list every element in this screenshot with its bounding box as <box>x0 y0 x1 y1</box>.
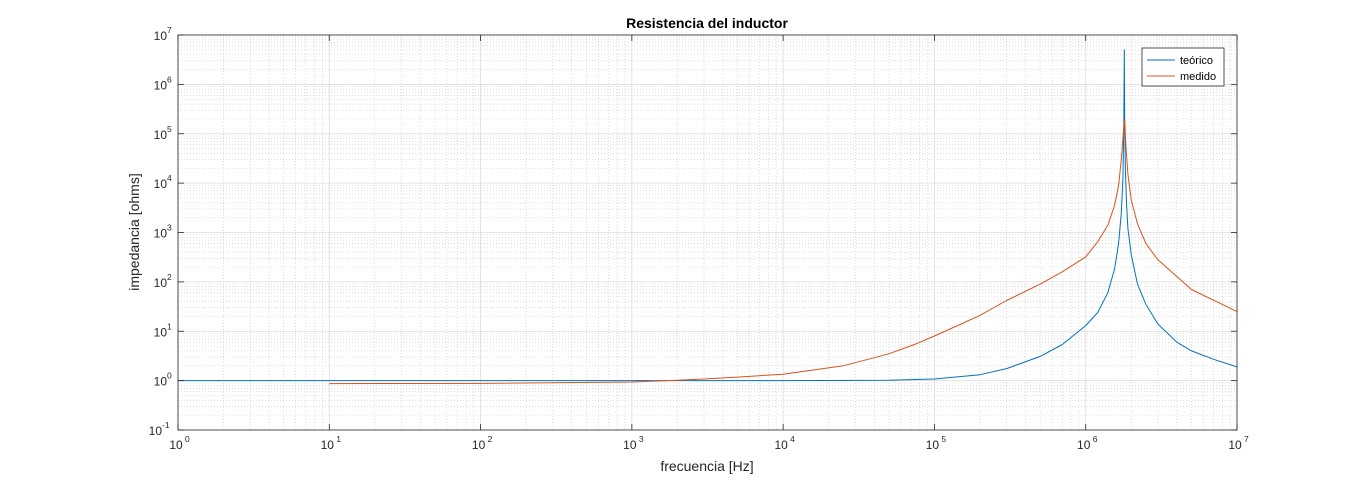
x-tick-exponent: 1 <box>336 434 341 444</box>
plot-box <box>177 34 1238 431</box>
y-axis-label: impedancia [ohms] <box>126 173 142 291</box>
y-tick-exponent: 4 <box>167 173 172 183</box>
y-tick-label: 10 <box>154 78 168 92</box>
legend-label-teorico: teórico <box>1180 55 1213 67</box>
series-line-teorico <box>178 49 1238 382</box>
x-tick-label: 10 <box>169 438 183 452</box>
x-tick-exponent: 2 <box>488 434 493 444</box>
y-tick-exponent: 2 <box>167 272 172 282</box>
chart-title: Resistencia del inductor <box>626 15 788 31</box>
y-tick-exponent: 7 <box>167 25 172 35</box>
y-tick-exponent: 6 <box>167 74 172 84</box>
x-tick-label: 10 <box>926 438 940 452</box>
y-tick-label: 10 <box>154 375 168 389</box>
y-tick-label: 10 <box>154 29 168 43</box>
legend-label-medido: medido <box>1180 71 1216 83</box>
x-tick-exponent: 4 <box>790 434 795 444</box>
x-axis-label: frecuencia [Hz] <box>660 458 753 474</box>
x-tick-exponent: 5 <box>941 434 946 444</box>
minor-grid <box>178 35 1237 430</box>
x-tick-label: 10 <box>1228 438 1242 452</box>
x-tick-exponent: 7 <box>1244 434 1249 444</box>
x-tick-exponent: 3 <box>639 434 644 444</box>
x-tick-labels: 10 0 10 1 10 2 10 3 10 4 10 5 10 6 10 7 <box>169 434 1249 452</box>
y-tick-label: 10 <box>154 128 168 142</box>
legend-box <box>1141 47 1225 87</box>
x-tick-label: 10 <box>472 438 486 452</box>
y-tick-label: 10 <box>154 276 168 290</box>
x-tick-exponent: 0 <box>185 434 190 444</box>
x-tick-label: 10 <box>1077 438 1091 452</box>
y-tick-label: 10 <box>154 177 168 191</box>
series-line-medido <box>329 118 1238 385</box>
x-tick-label: 10 <box>623 438 637 452</box>
y-tick-label: 10 <box>154 325 168 339</box>
y-tick-exponent: 0 <box>167 371 172 381</box>
y-tick-label: 10 <box>149 424 163 438</box>
y-tick-label: 10 <box>154 227 168 241</box>
x-tick-label: 10 <box>321 438 335 452</box>
x-tick-exponent: 6 <box>1093 434 1098 444</box>
series-layer <box>178 49 1238 385</box>
y-tick-exponent: 1 <box>167 321 172 331</box>
y-tick-exponent: 5 <box>167 124 172 134</box>
y-tick-exponent: 3 <box>167 223 172 233</box>
legend: teórico medido <box>1141 47 1225 87</box>
x-tick-label: 10 <box>774 438 788 452</box>
y-tick-exponent: -1 <box>162 420 170 430</box>
